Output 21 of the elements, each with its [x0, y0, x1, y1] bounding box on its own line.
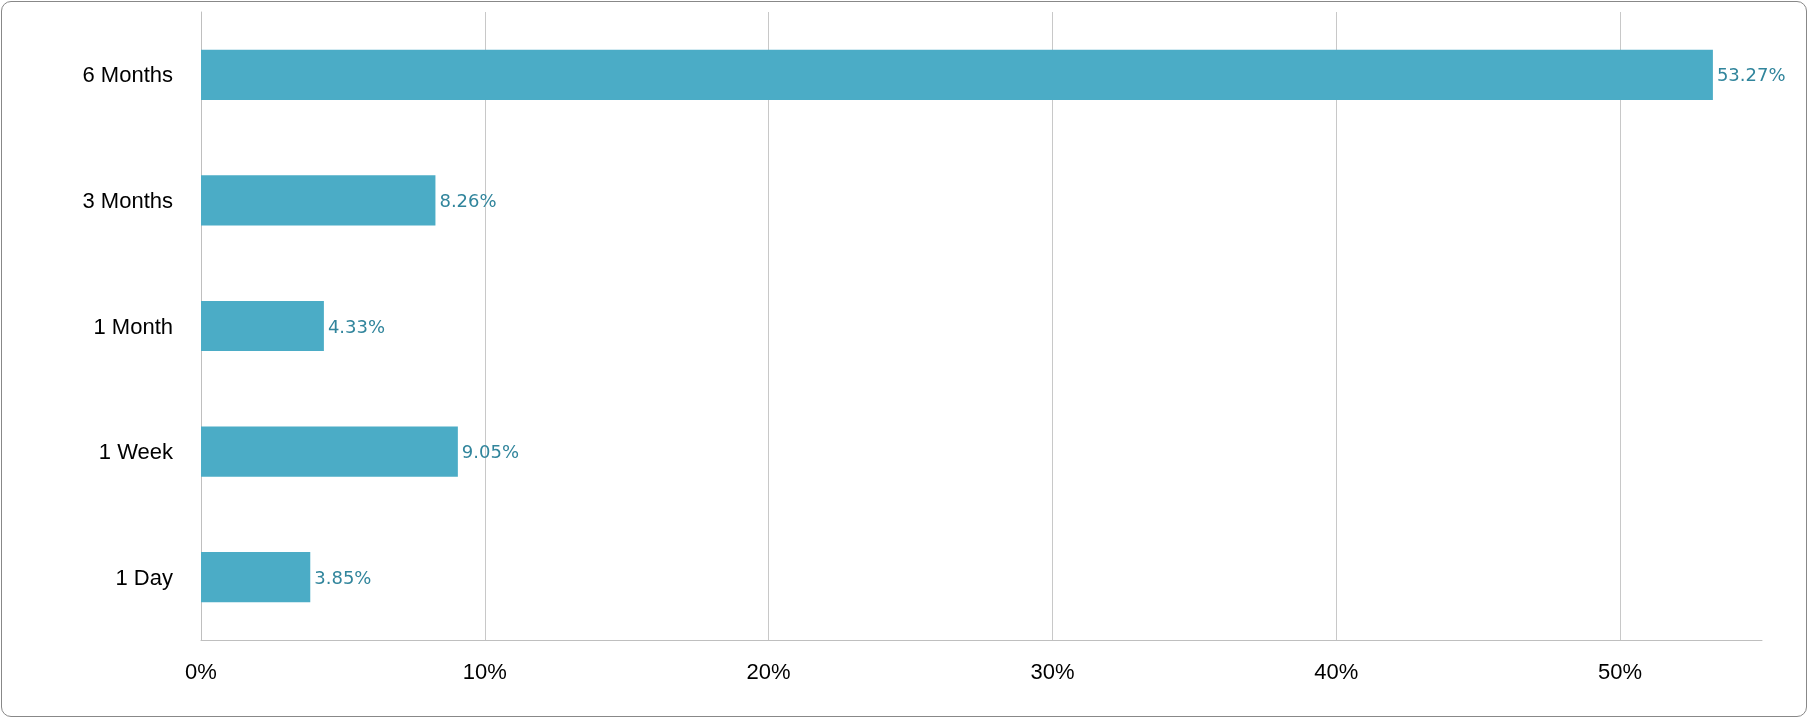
data-label: 3.85% [314, 566, 372, 588]
data-label: 4.33% [327, 315, 386, 337]
x-tick-label: 30% [1030, 658, 1075, 684]
data-label: 8.26% [439, 189, 497, 211]
x-tick-label: 50% [1598, 658, 1643, 684]
bar [201, 49, 1713, 100]
y-tick-label: 6 Months [82, 62, 173, 88]
bar [201, 300, 324, 352]
bar [201, 552, 311, 603]
y-tick-label: 1 Month [93, 313, 173, 339]
y-tick-label: 3 Months [82, 187, 173, 213]
data-label: 53.27% [1716, 64, 1786, 86]
y-tick-label: 1 Week [98, 439, 174, 465]
x-tick-label: 40% [1314, 658, 1359, 684]
bar [201, 175, 436, 226]
x-tick-label: 20% [746, 658, 791, 684]
y-tick-label: 1 Day [115, 564, 173, 590]
data-label: 9.05% [461, 441, 520, 463]
bar [201, 426, 458, 477]
x-tick-label: 10% [462, 658, 507, 684]
x-tick-label: 0% [185, 658, 217, 684]
